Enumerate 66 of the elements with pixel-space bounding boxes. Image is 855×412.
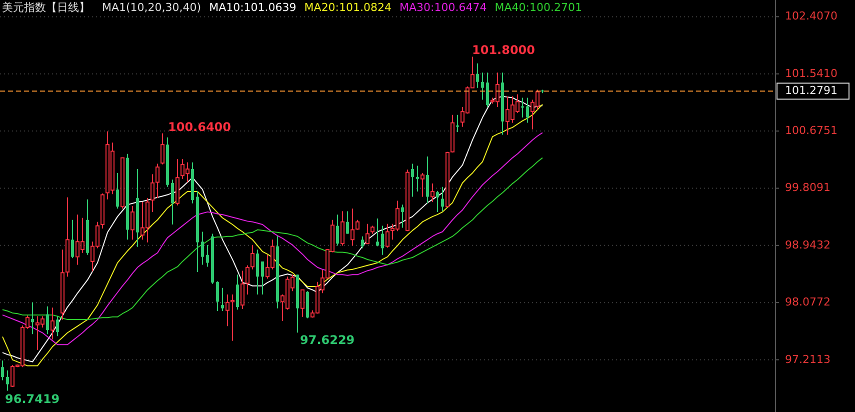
candlestick bbox=[481, 72, 484, 100]
y-tick-label: 99.8091 bbox=[785, 181, 830, 194]
candlestick bbox=[441, 186, 444, 212]
y-tick-label: 101.5410 bbox=[785, 66, 838, 80]
candlestick bbox=[46, 306, 49, 335]
candlestick bbox=[6, 370, 9, 392]
candlestick bbox=[171, 179, 174, 225]
annotation: 97.6229 bbox=[300, 333, 355, 347]
text: MA40:100.2701 bbox=[494, 1, 582, 14]
candlestick bbox=[456, 114, 459, 133]
candlestick bbox=[56, 316, 59, 337]
candlestick bbox=[361, 236, 364, 249]
candlestick bbox=[350, 208, 354, 246]
y-tick-label: 98.9432 bbox=[785, 238, 830, 252]
line-series bbox=[2, 132, 543, 346]
candlestick bbox=[381, 225, 384, 256]
candlestick bbox=[300, 289, 304, 318]
y-tick-label: 97.2113 bbox=[785, 352, 830, 366]
candlestick bbox=[340, 210, 344, 246]
candlestick bbox=[216, 280, 219, 312]
candlestick bbox=[50, 307, 54, 340]
text: MA20:101.0824 bbox=[304, 1, 392, 14]
annotation: 96.7419 bbox=[5, 392, 60, 406]
candlestick bbox=[336, 214, 339, 246]
candlestick bbox=[221, 287, 224, 312]
legend-title: MA1(10,20,30,40) bbox=[102, 1, 202, 14]
annotation: 101.8000 bbox=[472, 43, 536, 57]
candlestick bbox=[426, 156, 429, 204]
text: MA10:101.0639 bbox=[209, 1, 296, 14]
candlestick bbox=[430, 183, 434, 203]
candlestick bbox=[411, 163, 414, 198]
candlestick bbox=[261, 260, 264, 295]
candlestick bbox=[236, 274, 239, 310]
y-tick-label: 102.4070 bbox=[785, 10, 838, 23]
candlestick bbox=[386, 223, 390, 248]
candlestick bbox=[71, 219, 74, 259]
candlestick bbox=[366, 223, 370, 244]
candlestick bbox=[256, 249, 259, 295]
candlestick bbox=[31, 302, 34, 335]
candlestick bbox=[250, 244, 254, 270]
candlestick bbox=[130, 206, 134, 240]
candlestick bbox=[230, 294, 234, 342]
candlestick bbox=[206, 244, 209, 268]
candlestick bbox=[420, 172, 424, 198]
text: MA30:100.6474 bbox=[400, 1, 487, 14]
candlestick bbox=[160, 132, 164, 165]
y-tick-label: 98.0772 bbox=[785, 296, 830, 309]
candlestick bbox=[116, 172, 119, 210]
candlestick bbox=[526, 97, 529, 124]
ref-line-label: 101.2791 bbox=[785, 84, 838, 98]
annotation: 100.6400 bbox=[168, 120, 232, 134]
candlestick bbox=[416, 165, 419, 192]
candlestick bbox=[201, 231, 204, 266]
candlestick bbox=[476, 62, 479, 88]
candlestick bbox=[376, 218, 379, 247]
candlestick bbox=[436, 190, 439, 212]
candlestick bbox=[150, 174, 154, 212]
y-tick-label: 100.6751 bbox=[785, 124, 838, 138]
candlestick bbox=[156, 163, 160, 199]
candlestick bbox=[356, 219, 360, 230]
candlestick bbox=[346, 210, 349, 234]
candlestick bbox=[401, 204, 404, 228]
candlestick bbox=[486, 72, 489, 108]
candlestick bbox=[1, 360, 4, 381]
candlestick bbox=[226, 294, 230, 327]
chart-title: 美元指数【日线】 bbox=[2, 1, 90, 14]
